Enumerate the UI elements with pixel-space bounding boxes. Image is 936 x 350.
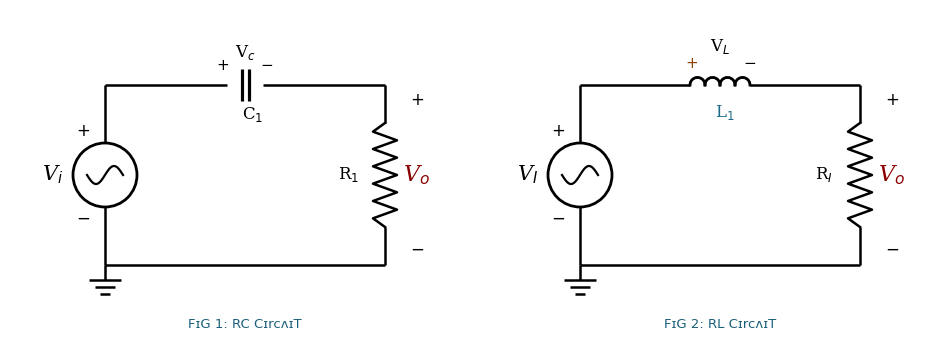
Text: +: + [76,122,90,140]
Text: V$_o$: V$_o$ [878,163,904,187]
Text: +: + [885,91,898,109]
Text: −: − [410,241,423,259]
Text: L$_1$: L$_1$ [714,104,734,122]
Text: C$_1$: C$_1$ [242,105,263,125]
Text: +: + [550,122,564,140]
Text: −: − [743,56,755,70]
Text: +: + [410,91,423,109]
Text: V$_i$: V$_i$ [42,164,64,186]
Text: V$_L$: V$_L$ [709,37,729,56]
Text: FɪG 2: RL CɪrcʌɪT: FɪG 2: RL CɪrcʌɪT [664,318,775,331]
Text: FɪG 1: RC CɪrcʌɪT: FɪG 1: RC CɪrcʌɪT [188,318,301,331]
Text: +: + [685,56,697,70]
Text: R$_1$: R$_1$ [338,166,359,184]
Text: −: − [885,241,898,259]
Text: +: + [216,57,229,72]
Text: V$_I$: V$_I$ [517,164,538,186]
Text: −: − [550,210,564,228]
Text: V$_c$: V$_c$ [234,42,255,62]
Text: −: − [260,57,273,72]
Text: V$_o$: V$_o$ [403,163,430,187]
Text: −: − [76,210,90,228]
Text: R$_I$: R$_I$ [814,166,832,184]
